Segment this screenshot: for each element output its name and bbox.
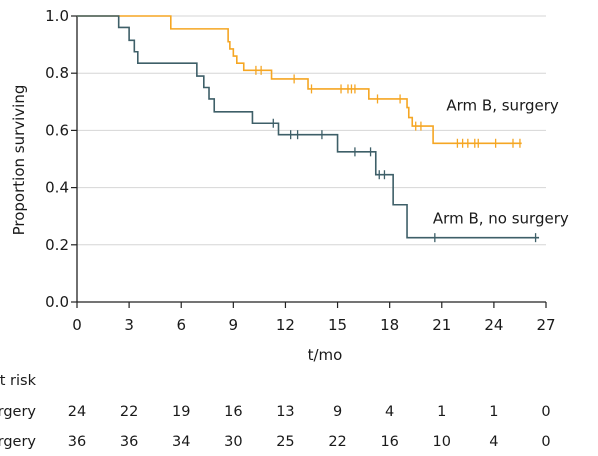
- y-axis-title: Proportion surviving: [10, 85, 28, 236]
- y-tick-label: 0.8: [45, 64, 69, 82]
- x-axis-title: t/mo: [308, 346, 343, 364]
- x-tick-label: 12: [276, 316, 295, 334]
- risk-count: 10: [433, 434, 451, 450]
- risk-count: 22: [328, 434, 346, 450]
- risk-count: 1: [437, 404, 446, 420]
- x-tick-label: 18: [380, 316, 399, 334]
- x-tick-label: 3: [124, 316, 134, 334]
- survival-curve: [77, 15, 540, 239]
- y-tick-label: 0.4: [45, 179, 69, 197]
- x-tick-label: 27: [536, 316, 555, 334]
- risk-count: 22: [120, 404, 138, 420]
- risk-count: 34: [172, 434, 190, 450]
- x-tick-label: 6: [176, 316, 186, 334]
- risk-table-header: Number at risk: [0, 373, 37, 389]
- risk-count: 36: [68, 434, 86, 450]
- x-tick-label: 21: [432, 316, 451, 334]
- series-label: Arm B, surgery: [446, 96, 559, 114]
- y-tick-label: 0.0: [45, 293, 69, 311]
- x-tick-label: 0: [72, 316, 82, 334]
- risk-count: 36: [120, 434, 138, 450]
- risk-count: 4: [489, 434, 498, 450]
- x-tick-label: 9: [229, 316, 239, 334]
- risk-count: 30: [224, 434, 242, 450]
- risk-row-label: Arm B, no surgery: [0, 434, 36, 450]
- risk-count: 9: [333, 404, 342, 420]
- risk-count: 4: [385, 404, 394, 420]
- y-tick-label: 0.6: [45, 121, 69, 139]
- risk-count: 16: [380, 434, 398, 450]
- series-label: Arm B, no surgery: [433, 209, 569, 227]
- number-at-risk-table: Number at risk Arm B, surgery 24 22 19 16 13 9 4…: [0, 373, 551, 450]
- labels: Arm B, surgery Arm B, no surgery: [433, 96, 569, 227]
- risk-count: 0: [541, 434, 550, 450]
- risk-count: 13: [276, 404, 294, 420]
- x-tick-label: 15: [328, 316, 347, 334]
- risk-count: 25: [276, 434, 294, 450]
- risk-count: 24: [68, 404, 86, 420]
- y-tick-label: 1.0: [45, 7, 69, 25]
- series-group: [77, 15, 540, 243]
- axes: 0.0 0.2 0.4 0.6 0.8 1.0 0 3 6 9 12 15 18 21 24 27 t/mo Pr…: [10, 7, 556, 364]
- risk-count: 1: [489, 404, 498, 420]
- risk-row-label: Arm B, surgery: [0, 404, 36, 420]
- x-tick-label: 24: [484, 316, 503, 334]
- risk-count: 0: [541, 404, 550, 420]
- risk-count: 19: [172, 404, 190, 420]
- survival-curve: [77, 15, 522, 145]
- risk-count: 16: [224, 404, 242, 420]
- y-tick-label: 0.2: [45, 236, 69, 254]
